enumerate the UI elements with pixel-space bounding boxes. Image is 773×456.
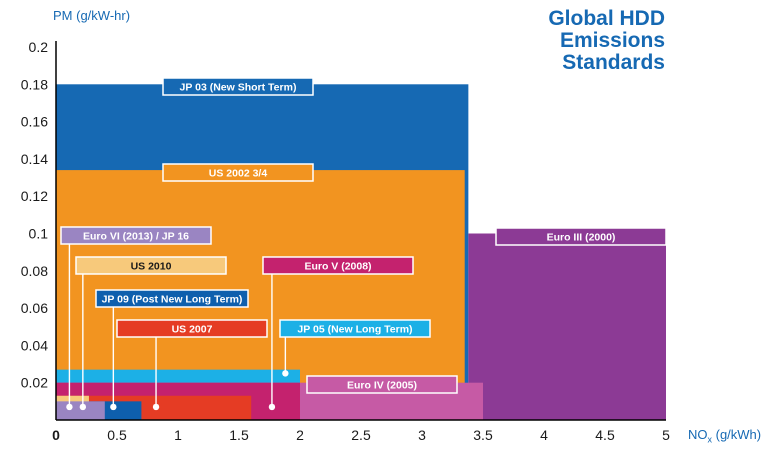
- y-tick-label: 0.08: [21, 263, 48, 279]
- chart-title: Global HDD Emissions Standards: [465, 8, 665, 74]
- callout-dot-euro5: [268, 403, 276, 411]
- region-euro6: [56, 401, 105, 420]
- callout-box-us2002: [162, 163, 314, 182]
- y-tick-label: 0.12: [21, 188, 48, 204]
- x-tick-label: 1: [174, 427, 182, 443]
- callout-box-euro5: [262, 256, 414, 275]
- y-tick-label: 0.18: [21, 76, 48, 92]
- callout-dot-jp05: [282, 370, 289, 377]
- callout-dot-jp09: [110, 403, 117, 411]
- x-tick-label: 0: [52, 427, 60, 443]
- callout-box-jp03: [162, 77, 314, 96]
- callout-box-us2010: [75, 256, 227, 275]
- callout-box-euro6: [60, 226, 212, 245]
- y-tick-label: 0.04: [21, 337, 48, 353]
- callout-label-euro5: Euro V (2008): [304, 261, 371, 273]
- title-line-3: Standards: [562, 51, 665, 74]
- y-tick-label: 0.1: [29, 226, 49, 242]
- y-tick-label: 0.2: [29, 39, 49, 55]
- callout-box-jp09: [95, 289, 249, 308]
- callout-dot-us2010: [79, 403, 87, 411]
- title-line-2: Emissions: [559, 29, 665, 52]
- callout-box-us2007: [116, 319, 268, 338]
- callout-label-us2007: US 2007: [172, 324, 213, 336]
- callout-label-euro6: Euro VI (2013) / JP 16: [83, 231, 189, 243]
- callout-box-euro3: [495, 227, 667, 246]
- callout-label-us2010: US 2010: [131, 261, 172, 273]
- callout-box-jp05: [279, 319, 431, 338]
- title-line-1: Global HDD: [548, 7, 665, 30]
- x-tick-label: 3.5: [473, 427, 493, 443]
- callout-label-jp09: JP 09 (Post New Long Term): [102, 294, 243, 306]
- x-axis-label: NOx (g/kWh): [688, 427, 762, 445]
- callout-dot-euro6: [66, 403, 73, 411]
- x-tick-label: 4.5: [595, 427, 615, 443]
- y-tick-label: 0.02: [21, 375, 48, 391]
- y-tick-label: 0.16: [21, 114, 48, 130]
- x-tick-label: 3: [418, 427, 426, 443]
- y-tick-label: 0.14: [21, 151, 48, 167]
- callout-label-us2002: US 2002 3/4: [209, 168, 268, 180]
- callout-label-jp03: JP 03 (New Short Term): [180, 82, 297, 94]
- region-euro3: [468, 233, 666, 420]
- x-tick-label: 0.5: [107, 427, 127, 443]
- callout-label-euro4: Euro IV (2005): [347, 380, 417, 392]
- y-axis-label: PM (g/kW-hr): [53, 8, 131, 23]
- callout-dot-us2007: [152, 403, 160, 411]
- x-tick-label: 2.5: [351, 427, 371, 443]
- y-tick-label: 0.06: [21, 300, 48, 316]
- x-tick-label: 4: [540, 427, 548, 443]
- callout-label-jp05: JP 05 (New Long Term): [297, 324, 412, 336]
- x-tick-label: 1.5: [229, 427, 249, 443]
- x-tick-label: 2: [296, 427, 304, 443]
- callout-box-euro4: [306, 375, 458, 394]
- x-tick-label: 5: [662, 427, 670, 443]
- callout-label-euro3: Euro III (2000): [547, 232, 616, 244]
